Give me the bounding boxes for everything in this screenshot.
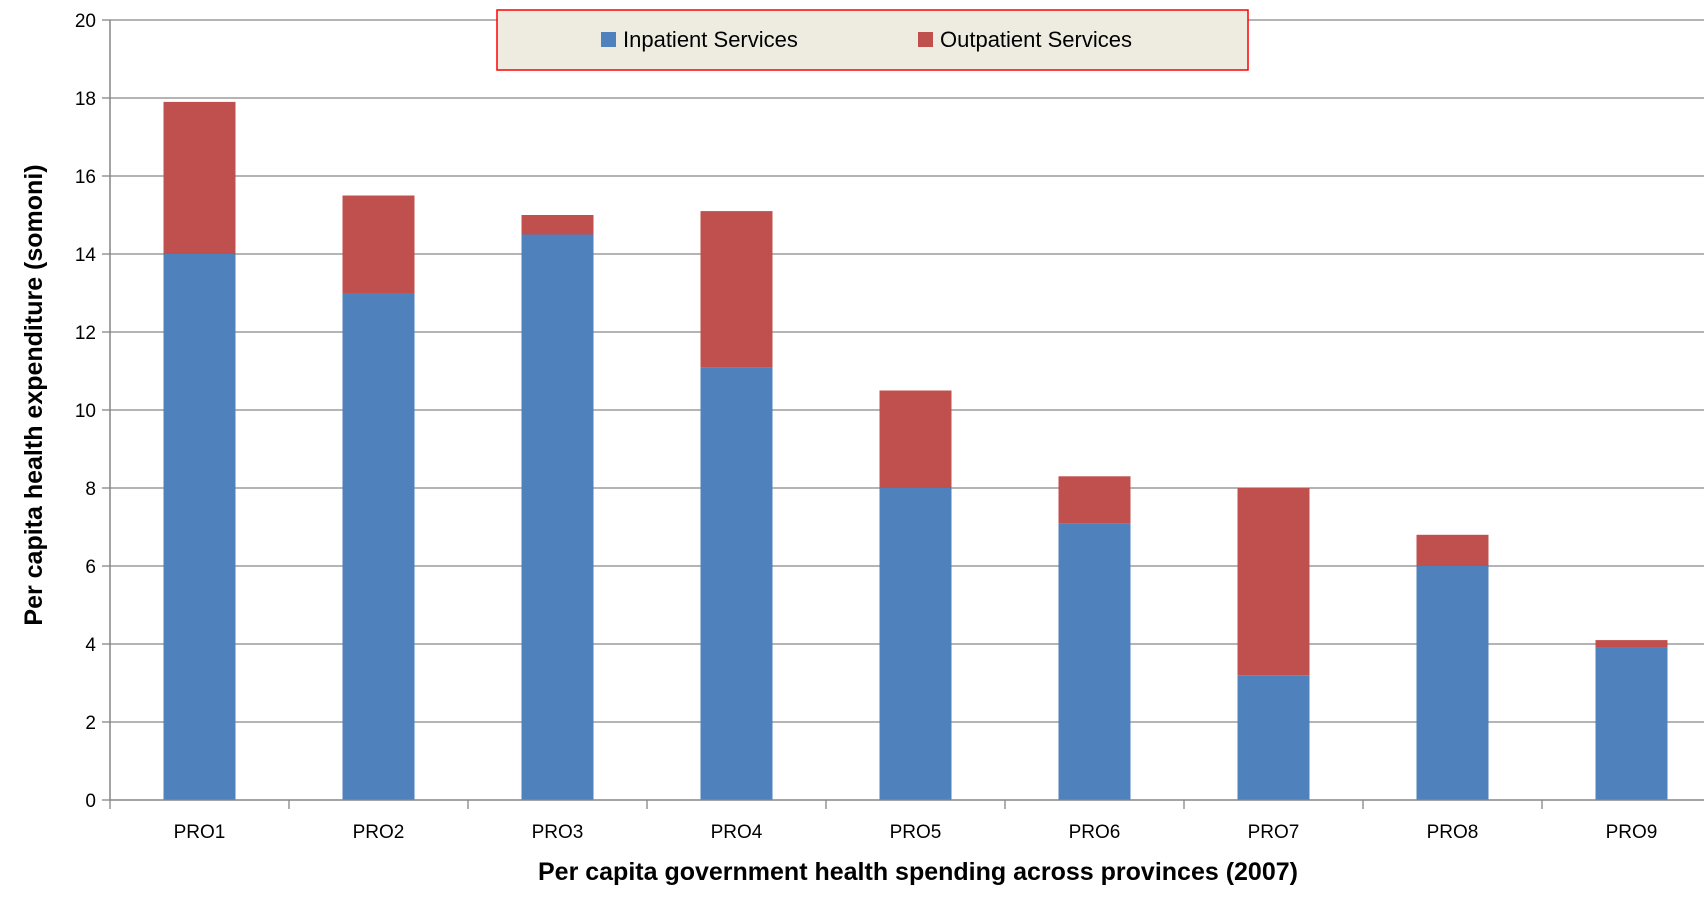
axes: 0 2 4 6 8 10 12 14 16 18 20 PRO1 PRO2 PRO3 PRO4 PRO5 PRO…	[75, 11, 1704, 843]
bar-inpatient-pro2	[342, 293, 415, 800]
y-tick-label: 6	[85, 557, 96, 578]
bar-outpatient-pro1	[163, 101, 236, 255]
y-tick-label: 2	[85, 713, 96, 734]
x-axis-title: Per capita government health spending ac…	[538, 858, 1298, 886]
legend-swatch	[918, 32, 933, 47]
y-tick-label: 4	[85, 635, 96, 656]
y-tick-label: 14	[75, 245, 97, 266]
bar-outpatient-pro6	[1058, 476, 1131, 524]
bar-inpatient-pro1	[163, 254, 236, 800]
bar-inpatient-pro8	[1416, 566, 1489, 800]
bar-inpatient-pro6	[1058, 523, 1131, 800]
bar-outpatient-pro7	[1237, 488, 1310, 676]
bar-outpatient-pro2	[342, 195, 415, 293]
x-tick-label: PRO5	[890, 822, 942, 843]
y-axis-title: Per capita health expenditure (somoni)	[20, 164, 48, 625]
bars	[163, 101, 1668, 800]
x-tick-label: PRO6	[1069, 822, 1121, 843]
x-tick-label: PRO8	[1427, 822, 1479, 843]
y-tick-label: 16	[75, 167, 96, 188]
bar-inpatient-pro7	[1237, 675, 1310, 800]
y-tick-label: 20	[75, 11, 96, 32]
bar-inpatient-pro5	[879, 488, 952, 800]
x-tick-label: PRO2	[353, 822, 405, 843]
legend-swatch	[601, 32, 616, 47]
x-tick-label: PRO4	[711, 822, 763, 843]
bar-outpatient-pro8	[1416, 534, 1489, 566]
legend-label: Inpatient Services	[623, 27, 798, 52]
y-tick-label: 0	[85, 791, 96, 812]
x-tick-label: PRO3	[532, 822, 584, 843]
x-tick-label: PRO1	[174, 822, 226, 843]
y-tick-label: 10	[75, 401, 96, 422]
x-tick-label: PRO7	[1248, 822, 1300, 843]
x-tick-label: PRO9	[1606, 822, 1658, 843]
legend-box	[496, 9, 1249, 71]
y-tick-label: 8	[85, 479, 96, 500]
y-tick-label: 18	[75, 89, 96, 110]
bar-inpatient-pro3	[521, 234, 594, 800]
bar-inpatient-pro4	[700, 367, 773, 800]
legend: Inpatient Services Outpatient Services	[496, 9, 1249, 71]
bar-outpatient-pro4	[700, 211, 773, 368]
bar-outpatient-pro5	[879, 390, 952, 488]
y-tick-label: 12	[75, 323, 96, 344]
bar-outpatient-pro9	[1595, 640, 1668, 648]
bar-outpatient-pro3	[521, 215, 594, 235]
bar-inpatient-pro9	[1595, 647, 1668, 800]
legend-label: Outpatient Services	[940, 27, 1132, 52]
